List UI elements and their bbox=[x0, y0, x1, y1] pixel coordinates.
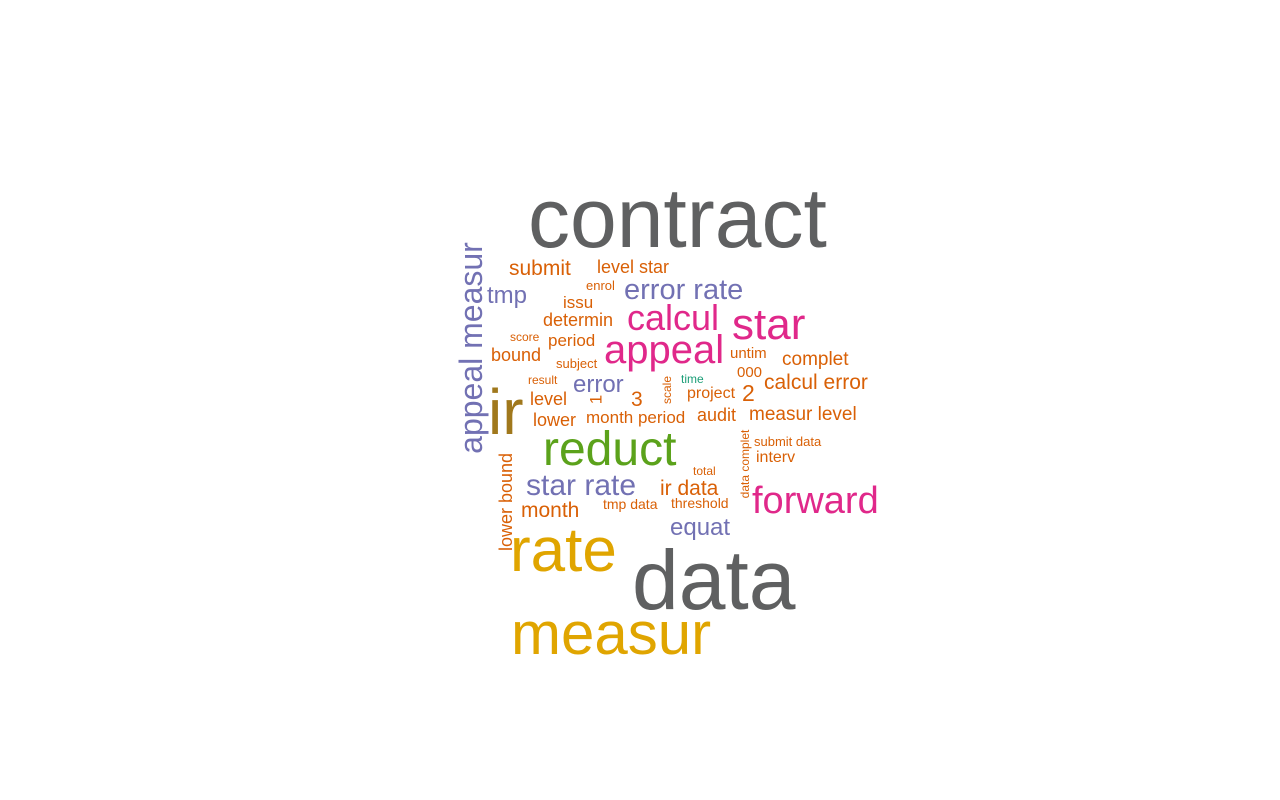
word-tmp: tmp bbox=[487, 282, 528, 309]
word-level-star: level star bbox=[597, 257, 670, 277]
word-time: time bbox=[681, 372, 704, 386]
word-level: level bbox=[530, 389, 568, 409]
word-equat: equat bbox=[670, 514, 731, 541]
word-score: score bbox=[510, 330, 540, 344]
word-submit-data: submit data bbox=[754, 434, 822, 449]
word-determin: determin bbox=[543, 310, 614, 330]
word-threshold: threshold bbox=[671, 495, 729, 511]
word-appeal-measur: appeal measur bbox=[453, 242, 489, 454]
word-result: result bbox=[528, 373, 558, 387]
word-scale: scale bbox=[660, 376, 674, 405]
word-calcul: calcul bbox=[627, 297, 720, 338]
word-data-complet: data complet bbox=[738, 429, 752, 499]
word-month: month bbox=[521, 499, 580, 522]
word-ir: ir bbox=[488, 376, 524, 448]
word-reduct: reduct bbox=[543, 423, 677, 476]
word-rate: rate bbox=[510, 516, 617, 585]
word-3: 3 bbox=[631, 388, 643, 411]
word-measur: measur bbox=[511, 600, 712, 667]
word-lower-bound: lower bound bbox=[496, 452, 516, 552]
word-forward: forward bbox=[752, 480, 879, 522]
word-project: project bbox=[687, 385, 736, 402]
word-month-period: month period bbox=[586, 408, 686, 427]
word-contract: contract bbox=[528, 171, 827, 265]
word-2: 2 bbox=[742, 380, 755, 406]
word-period: period bbox=[548, 331, 596, 350]
word-star-rate: star rate bbox=[526, 469, 637, 502]
word-total: total bbox=[693, 464, 716, 478]
word-subject: subject bbox=[556, 356, 598, 371]
word-star: star bbox=[732, 300, 806, 349]
word-lower: lower bbox=[533, 410, 577, 430]
word-error-rate: error rate bbox=[624, 274, 744, 306]
word-appeal: appeal bbox=[604, 328, 725, 372]
word-issu: issu bbox=[563, 293, 594, 312]
word-tmp-data: tmp data bbox=[603, 496, 658, 512]
word-1: 1 bbox=[586, 394, 606, 405]
word-interv: interv bbox=[756, 449, 796, 466]
word-enrol: enrol bbox=[586, 278, 615, 293]
word-audit: audit bbox=[697, 405, 737, 425]
word-error: error bbox=[573, 371, 624, 398]
word-untim: untim bbox=[730, 345, 767, 362]
word-000: 000 bbox=[737, 364, 763, 381]
word-bound: bound bbox=[491, 345, 542, 365]
word-complet: complet bbox=[782, 349, 849, 370]
word-ir-data: ir data bbox=[660, 477, 719, 500]
word-submit: submit bbox=[509, 257, 571, 280]
word-data: data bbox=[632, 533, 796, 627]
word-measur-level: measur level bbox=[749, 404, 857, 425]
word-calcul-error: calcul error bbox=[764, 371, 868, 394]
